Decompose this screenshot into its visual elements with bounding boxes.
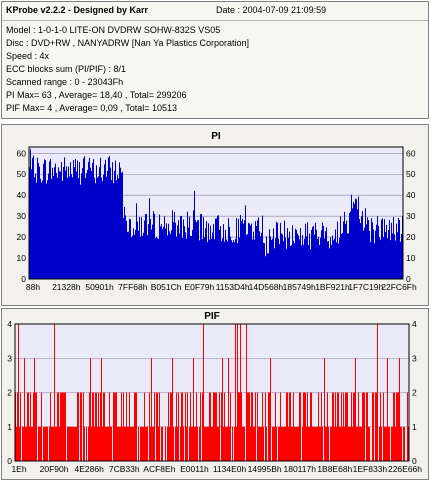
y-tick-label-right: 60 — [406, 148, 416, 158]
x-tick-label: 1134E0h — [213, 464, 247, 474]
pi-chart: PI 0 0 10 10 20 20 30 30 40 40 50 50 60 60 88h 21328h 509… — [17, 131, 417, 292]
x-tick-label: 1B8E68h — [317, 464, 352, 474]
disc-info-panel: KProbe v2.2.2 - Designed by Karr Date : … — [1, 1, 429, 119]
series-pi — [29, 149, 403, 279]
pif-summary-line: PIF Max= 4 , Average= 0,09 , Total= 1051… — [6, 103, 178, 113]
x-tick-label: 22FC6Fh — [381, 282, 417, 292]
x-tick-label: 88h — [26, 282, 40, 292]
y-tick-label-left: 2 — [7, 388, 12, 398]
x-tick-label: 1F7C19h — [348, 282, 383, 292]
pi-chart-panel: PI 0 0 10 10 20 20 30 30 40 40 50 50 60 60 88h 21328h 509… — [1, 124, 429, 306]
x-tick-label: 1BF921h — [315, 282, 350, 292]
y-tick-label-left: 1 — [7, 422, 12, 432]
y-tick-label-right: 1 — [412, 422, 417, 432]
x-tick-label: E0011h — [180, 464, 209, 474]
scan-date: Date : 2004-07-09 21:09:59 — [216, 5, 327, 15]
ecc-line: ECC blocks sum (PI/PIF) : 8/1 — [6, 64, 127, 74]
y-tick-label-right: 4 — [412, 319, 417, 329]
x-tick-label: 7FF68h — [118, 282, 148, 292]
y-tick-label-right: 30 — [406, 211, 416, 221]
series-pif — [15, 324, 409, 461]
y-tick-label-right: 2 — [412, 388, 417, 398]
x-tick-label: 4E286h — [75, 464, 105, 474]
y-tick-label-right: 0 — [406, 274, 411, 284]
y-tick-label-left: 20 — [17, 232, 27, 242]
y-tick-label-left: 10 — [17, 253, 27, 263]
x-tick-label: 1153D4h — [216, 282, 250, 292]
x-tick-label: 180117h — [283, 464, 316, 474]
y-tick-label-left: 0 — [21, 274, 26, 284]
y-tick-label-left: 3 — [7, 353, 12, 363]
pif-chart-panel: PIF 0 0 1 1 2 2 3 3 4 4 1Eh 20F90h 4E286h 7CB33h ACF8Eh… — [1, 308, 429, 480]
chart-title: PIF — [204, 311, 220, 322]
y-tick-label-right: 3 — [412, 353, 417, 363]
x-tick-label: 1EF833h — [353, 464, 388, 474]
y-tick-label-left: 30 — [17, 211, 27, 221]
x-tick-label: 50901h — [85, 282, 114, 292]
y-tick-label-left: 40 — [17, 190, 27, 200]
x-tick-label: 226E66h — [388, 464, 422, 474]
model-line: Model : 1-0-1-0 LITE-ON DVDRW SOHW-832S … — [6, 25, 221, 35]
scanned-range-line: Scanned range : 0 - 23043Fh — [6, 77, 124, 87]
x-tick-label: ACF8Eh — [143, 464, 175, 474]
y-tick-label-left: 0 — [7, 456, 12, 466]
y-tick-label-left: 50 — [17, 169, 27, 179]
app-title: KProbe v2.2.2 - Designed by Karr — [6, 5, 149, 15]
y-tick-label-right: 10 — [406, 253, 416, 263]
x-tick-label: 1Eh — [11, 464, 26, 474]
header-divider — [2, 20, 428, 21]
plot-frame — [28, 146, 404, 280]
pi-summary-line: PI Max= 63 , Average= 18,40 , Total= 299… — [6, 90, 187, 100]
y-tick-label-left: 4 — [7, 319, 12, 329]
disc-line: Disc : DVD+RW , NANYADRW [Nan Ya Plastic… — [6, 38, 249, 48]
chart-title: PI — [211, 131, 221, 142]
x-tick-label: 14D568h — [249, 282, 284, 292]
y-tick-label-left: 60 — [17, 148, 27, 158]
y-tick-label-right: 0 — [412, 456, 417, 466]
x-tick-label: 14995Bh — [248, 464, 282, 474]
y-tick-label-right: 40 — [406, 190, 416, 200]
x-tick-label: 20F90h — [40, 464, 69, 474]
y-tick-label-right: 50 — [406, 169, 416, 179]
speed-line: Speed : 4x — [6, 51, 50, 61]
plot-frame — [14, 323, 410, 462]
pif-chart: PIF 0 0 1 1 2 2 3 3 4 4 1Eh 20F90h 4E286h 7CB33h ACF8Eh… — [7, 311, 422, 474]
x-tick-label: B051Ch — [151, 282, 182, 292]
x-tick-label: 185749h — [283, 282, 316, 292]
y-tick-label-right: 20 — [406, 232, 416, 242]
x-tick-label: E0F79h — [184, 282, 214, 292]
x-tick-label: 21328h — [52, 282, 81, 292]
x-tick-label: 7CB33h — [109, 464, 140, 474]
